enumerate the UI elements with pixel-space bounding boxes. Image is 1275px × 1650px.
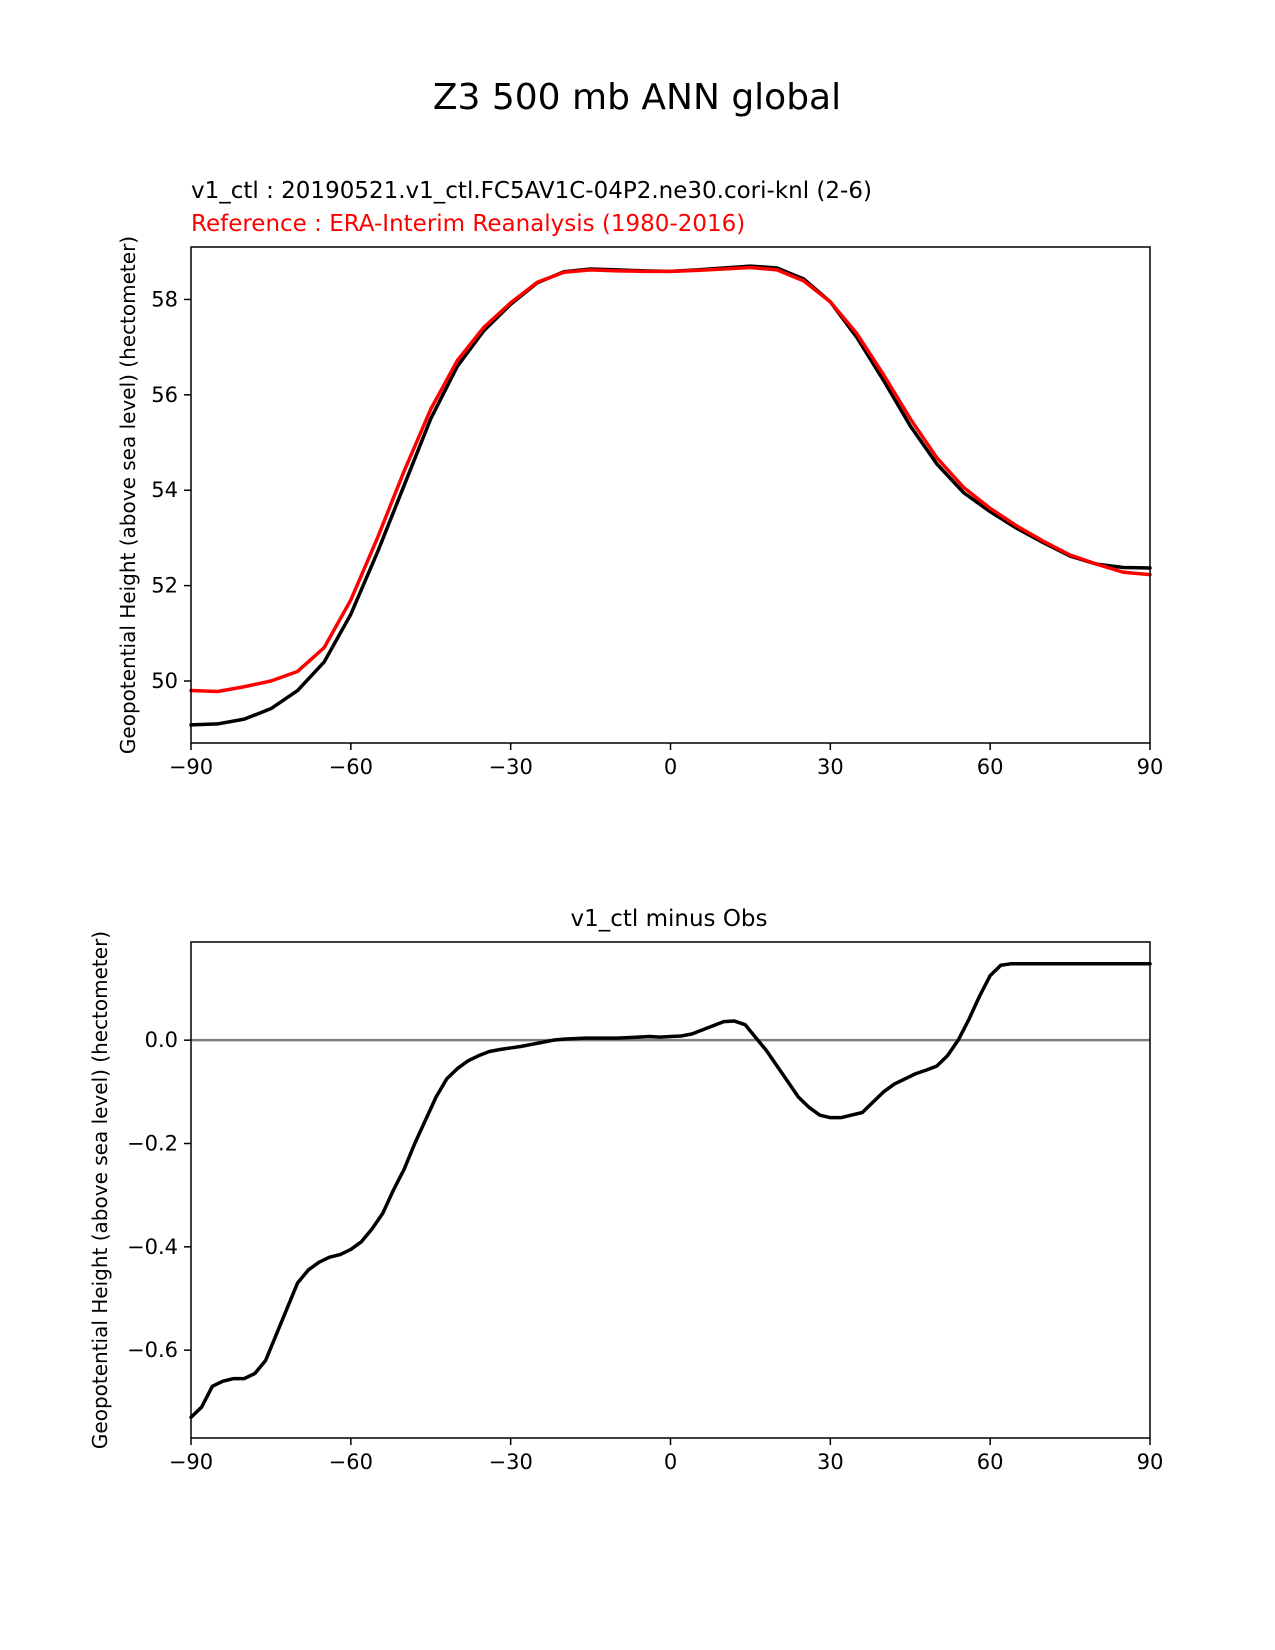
y-tick-label: 0.0 (145, 1028, 178, 1052)
y-tick-label: −0.2 (127, 1132, 178, 1156)
x-tick-label: −60 (329, 1450, 373, 1474)
x-tick-label: 60 (977, 1450, 1004, 1474)
y-tick-label: 54 (151, 478, 178, 502)
bottom-chart: v1_ctl minus Obs Geopotential Height (ab… (88, 906, 1163, 1474)
x-tick-label: −30 (489, 755, 533, 779)
y-tick-label: −0.6 (127, 1338, 178, 1362)
bottom-chart-ylabel: Geopotential Height (above sea level) (h… (88, 931, 112, 1449)
y-tick-label: 58 (151, 287, 178, 311)
series-line-reference (189, 265, 1152, 694)
x-tick-label: 30 (817, 1450, 844, 1474)
y-tick-label: 50 (151, 669, 178, 693)
axes-frame (190, 941, 1151, 1439)
top-chart-plot-area: −90 −60 −30 0 30 60 90 50 52 54 56 58 (151, 246, 1164, 779)
x-tick-label: 90 (1137, 1450, 1164, 1474)
axes-frame (190, 246, 1151, 744)
top-chart-title-test: v1_ctl : 20190521.v1_ctl.FC5AV1C-04P2.ne… (191, 178, 872, 204)
series-line-v1-ctl-minus-obs (189, 961, 1152, 1420)
x-tick-label: −90 (169, 755, 213, 779)
bottom-chart-plot-area: −90 −60 −30 0 30 60 90 0.0 −0.2 −0.4 −0.6 (127, 941, 1164, 1474)
x-tick-label: −30 (489, 1450, 533, 1474)
x-tick-label: 90 (1137, 755, 1164, 779)
top-chart: v1_ctl : 20190521.v1_ctl.FC5AV1C-04P2.ne… (116, 178, 1163, 779)
x-tick-label: −60 (329, 755, 373, 779)
top-chart-title-reference: Reference : ERA-Interim Reanalysis (1980… (191, 211, 745, 237)
y-tick-label: −0.4 (127, 1235, 178, 1259)
top-chart-ylabel: Geopotential Height (above sea level) (h… (116, 236, 140, 754)
figure-suptitle: Z3 500 mb ANN global (433, 77, 841, 118)
x-tick-label: 0 (664, 1450, 677, 1474)
bottom-chart-title: v1_ctl minus Obs (570, 906, 767, 932)
x-tick-label: 60 (977, 755, 1004, 779)
y-tick-label: 52 (151, 574, 178, 598)
x-tick-label: −90 (169, 1450, 213, 1474)
y-tick-label: 56 (151, 383, 178, 407)
x-tick-label: 30 (817, 755, 844, 779)
series-line-v1-ctl (189, 264, 1152, 727)
x-tick-label: 0 (664, 755, 677, 779)
